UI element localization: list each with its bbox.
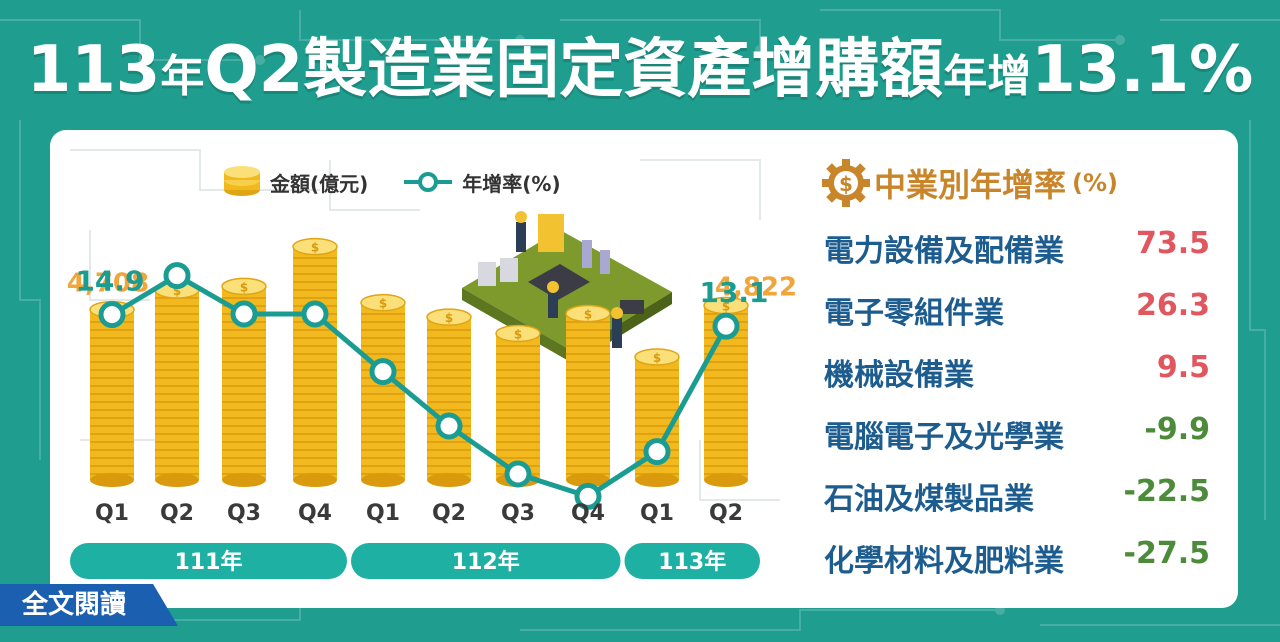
industry-name: 機械設備業 [824, 358, 974, 393]
industry-row: 機械設備業 9.5 [818, 340, 1218, 402]
coin-stack-icon [224, 166, 260, 196]
svg-text:$: $ [240, 280, 248, 294]
svg-text:$: $ [584, 308, 592, 322]
amount-data-label: 4,822 [715, 273, 797, 303]
industry-growth-panel: $ 中業別年增率 (%) 電力設備及配備業 73.5 電子零組件業 26.3 機械設備業… [818, 150, 1218, 588]
svg-text:$: $ [445, 311, 453, 325]
growth-data-label: 13.1 [699, 276, 768, 309]
title-segment: 13.1% [1031, 33, 1254, 107]
x-tick-label: Q1 [95, 501, 129, 526]
growth-point [712, 312, 740, 340]
year-group-label: 111年 [175, 549, 243, 575]
industry-name: 電腦電子及光學業 [824, 420, 1064, 455]
x-tick-label: Q3 [501, 501, 535, 526]
read-full-text-button[interactable]: 全文閱讀 [0, 584, 178, 626]
x-tick-label: Q4 [571, 501, 605, 526]
industry-name: 電子零組件業 [824, 296, 1004, 331]
year-group: 113年 [624, 543, 760, 579]
growth-point [163, 262, 191, 290]
amount-bar: $ [292, 237, 338, 487]
industry-row: 電力設備及配備業 73.5 [818, 216, 1218, 278]
legend-item-amount: 金額(億元) [222, 166, 368, 198]
x-tick-label: Q2 [160, 501, 194, 526]
growth-point [504, 460, 532, 488]
legend-item-growth: 年增率(%) [402, 168, 561, 197]
industry-row: 石油及煤製品業 -22.5 [818, 464, 1218, 526]
industry-list: 電力設備及配備業 73.5 電子零組件業 26.3 機械設備業 9.5 電腦電子及光學業 -9… [818, 216, 1218, 588]
amount-data-label: 4,708 [67, 269, 149, 299]
x-tick-label: Q2 [432, 501, 466, 526]
industry-row: 電子零組件業 26.3 [818, 278, 1218, 340]
title-segment: 113 [26, 33, 161, 107]
growth-line [110, 273, 729, 499]
x-tick-label: Q1 [366, 501, 400, 526]
amount-bar: $ [89, 300, 135, 487]
amount-bar: $ [154, 281, 200, 487]
industry-growth-value: 26.3 [1135, 288, 1210, 323]
amount-bar: $ [495, 324, 541, 487]
industry-growth-value: -9.9 [1144, 412, 1210, 447]
amount-bar: $ [426, 308, 472, 487]
industry-growth-value: 73.5 [1135, 226, 1210, 261]
growth-point [301, 300, 329, 328]
x-tick-label: Q4 [298, 501, 332, 526]
svg-text:$: $ [379, 297, 387, 311]
title-segment: 年增 [943, 51, 1032, 102]
industry-name: 石油及煤製品業 [824, 482, 1034, 517]
year-group-label: 113年 [658, 549, 726, 575]
year-group: 112年 [351, 543, 621, 579]
industry-growth-value: -22.5 [1123, 474, 1210, 509]
growth-point [230, 300, 258, 328]
x-tick-label: Q2 [709, 501, 743, 526]
gear-dollar-icon: $ [822, 159, 870, 207]
industry-name: 電力設備及配備業 [824, 234, 1064, 269]
industry-panel-title-text: 中業別年增率 [874, 166, 1067, 204]
industry-panel-title: $ 中業別年增率 (%) [818, 150, 1218, 216]
industry-name: 化學材料及肥料業 [824, 544, 1064, 579]
svg-text:$: $ [653, 351, 661, 365]
industry-growth-value: -27.5 [1123, 536, 1210, 571]
svg-text:$: $ [839, 172, 853, 196]
year-group: 111年 [70, 543, 347, 579]
x-tick-label: Q3 [227, 501, 261, 526]
amount-bar: $ [221, 277, 267, 487]
svg-text:$: $ [173, 284, 181, 298]
industry-growth-value: 9.5 [1156, 350, 1210, 385]
year-group-label: 112年 [452, 549, 520, 575]
chart-legend: 金額(億元) 年增率(%) [222, 162, 595, 202]
line-marker-icon [404, 172, 453, 192]
amount-bar: $ [565, 304, 611, 487]
growth-point [369, 358, 397, 386]
x-tick-label: Q1 [640, 501, 674, 526]
amount-bar: $ [360, 293, 406, 487]
amount-bar: $ [634, 348, 680, 487]
growth-point [643, 438, 671, 466]
svg-text:$: $ [311, 241, 319, 255]
growth-data-label: 14.9 [75, 265, 144, 298]
industry-row: 化學材料及肥料業 -27.5 [818, 526, 1218, 588]
svg-text:$: $ [514, 327, 522, 341]
legend-label-amount: 金額(億元) [270, 171, 369, 196]
legend-label-growth: 年增率(%) [462, 171, 561, 196]
growth-point [98, 301, 126, 329]
industry-panel-unit: (%) [1072, 169, 1118, 197]
growth-point [574, 482, 602, 510]
growth-point [435, 412, 463, 440]
svg-text:$: $ [722, 300, 730, 314]
page-title: 113年Q2製造業固定資產增購額年增13.1% [0, 38, 1280, 102]
title-segment: 年 [160, 51, 205, 102]
title-segment: Q2製造業固定資產增購額 [204, 33, 944, 107]
industry-row: 電腦電子及光學業 -9.9 [818, 402, 1218, 464]
